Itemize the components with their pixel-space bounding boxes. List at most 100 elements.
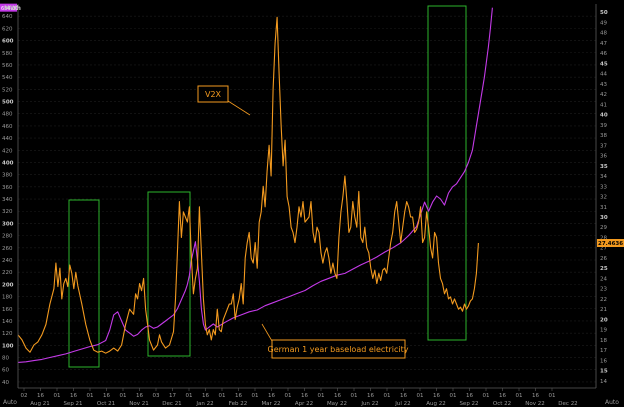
right-tick-label: 29 xyxy=(600,225,607,231)
left-tick-label: 480 xyxy=(2,112,13,118)
x-month-label: May 22 xyxy=(327,401,347,407)
v2x-value-tag xyxy=(597,239,624,248)
right-tick-label: 35 xyxy=(600,164,608,170)
right-tick-label: 46 xyxy=(600,51,607,57)
left-tick-label: 500 xyxy=(2,100,14,106)
highlight-box xyxy=(68,199,100,368)
x-day-tick-label: 16 xyxy=(433,393,440,399)
german-power-value-tag xyxy=(0,3,17,12)
x-day-tick-label: 16 xyxy=(235,393,242,399)
left-tick-label: 260 xyxy=(2,246,13,252)
left-tick-label: 520 xyxy=(2,87,13,93)
x-day-tick-label: 01 xyxy=(186,393,193,399)
right-tick-label: 16 xyxy=(600,358,607,364)
x-day-tick-label: 16 xyxy=(103,393,110,399)
right-tick-label: 25 xyxy=(600,266,608,272)
v2x-annotation-pointer xyxy=(227,100,251,116)
left-tick-label: 280 xyxy=(2,234,13,240)
x-day-tick-label: 16 xyxy=(136,393,143,399)
right-tick-label: 18 xyxy=(600,338,607,344)
v2x-annotation-box xyxy=(197,85,229,103)
v2x-annotation-label: V2X xyxy=(205,90,222,99)
x-month-label: Oct 22 xyxy=(493,401,511,407)
right-tick-label: 14 xyxy=(600,379,607,385)
x-day-tick-label: 16 xyxy=(532,393,539,399)
x-day-tick-label: 16 xyxy=(37,393,44,399)
right-tick-label: 40 xyxy=(600,113,608,119)
right-tick-label: 31 xyxy=(600,205,607,211)
left-tick-label: 380 xyxy=(2,173,13,179)
left-tick-label: 140 xyxy=(2,319,13,325)
x-day-tick-label: 16 xyxy=(466,393,473,399)
x-axis: 02 16 01 16 01 16 01 16 03 17 01 16 01 16 01 16 01 16 01 16… xyxy=(18,387,596,407)
x-day-tick-label: 01 xyxy=(450,393,457,399)
last-value-tags: 654.00 27.4636 xyxy=(0,3,624,248)
left-tick-label: 440 xyxy=(2,136,13,142)
x-day-tick-label: 16 xyxy=(268,393,275,399)
right-tick-label: 48 xyxy=(600,31,607,37)
right-tick-label: 41 xyxy=(600,102,607,108)
x-month-label: Oct 21 xyxy=(97,401,115,407)
left-tick-label: 320 xyxy=(2,209,13,215)
x-month-label: Dec 22 xyxy=(558,401,577,407)
left-tick-label: 580 xyxy=(2,51,13,57)
german-power-value-label: 654.00 xyxy=(1,6,19,12)
x-month-label: Feb 22 xyxy=(229,401,248,407)
right-tick-label: 17 xyxy=(600,348,607,354)
german-power-line xyxy=(17,7,493,363)
left-tick-label: 400 xyxy=(2,160,14,166)
x-day-tick-label: 16 xyxy=(202,393,209,399)
x-month-label: Dec 21 xyxy=(162,401,181,407)
left-tick-label: 540 xyxy=(2,75,13,81)
x-day-tick-label: 01 xyxy=(516,393,523,399)
x-day-tick-label: 01 xyxy=(219,393,226,399)
right-axis: 14 15 16 17 18 19 20 21 22 23 24 25 26 27 28 29 30 31 32 33… xyxy=(595,4,608,388)
left-tick-label: 240 xyxy=(2,258,13,264)
auto-left-button[interactable]: Auto xyxy=(3,399,17,406)
right-tick-label: 36 xyxy=(600,154,607,160)
right-tick-label: 37 xyxy=(600,143,607,149)
x-day-tick-label: 16 xyxy=(70,393,77,399)
x-day-tick-label: 03 xyxy=(153,393,160,399)
right-tick-label: 26 xyxy=(600,256,607,262)
x-month-label: Sep 22 xyxy=(459,401,478,407)
right-tick-label: 34 xyxy=(600,174,607,180)
left-tick-label: 360 xyxy=(2,185,13,191)
right-tick-label: 50 xyxy=(600,10,608,16)
left-tick-label: 40 xyxy=(2,380,9,386)
x-day-tick-label: 01 xyxy=(285,393,292,399)
x-month-label: Aug 22 xyxy=(426,401,446,407)
left-axis: 40 60 80 100 120 140 160 180 200 220 240 260 280 300 3… xyxy=(2,4,19,388)
left-tick-label: 60 xyxy=(2,368,9,374)
right-tick-label: 28 xyxy=(600,235,607,241)
gridlines xyxy=(18,15,596,383)
x-month-label: Sep 21 xyxy=(63,401,82,407)
x-day-tick-label: 01 xyxy=(384,393,391,399)
left-tick-label: 620 xyxy=(2,26,13,32)
x-month-label: Jul 22 xyxy=(394,401,410,407)
x-day-tick-label: 01 xyxy=(54,393,61,399)
x-month-label: Nov 21 xyxy=(129,401,148,407)
x-day-tick-label: 01 xyxy=(318,393,325,399)
v2x-value-label: 27.4636 xyxy=(598,241,623,247)
x-day-tick-label: 01 xyxy=(549,393,556,399)
power-annotation-box xyxy=(271,339,406,359)
left-tick-label: 80 xyxy=(2,356,9,362)
x-day-tick-label: 16 xyxy=(334,393,341,399)
left-tick-label: 100 xyxy=(2,343,14,349)
left-axis-unit: MWh xyxy=(4,5,21,12)
left-tick-label: 200 xyxy=(2,282,14,288)
right-tick-label: 38 xyxy=(600,133,607,139)
x-month-label: Jan 22 xyxy=(195,401,213,407)
left-tick-label: 160 xyxy=(2,307,13,313)
left-tick-label: 640 xyxy=(2,14,13,20)
left-tick-label: 220 xyxy=(2,270,13,276)
right-tick-label: 49 xyxy=(600,20,607,26)
left-tick-label: 300 xyxy=(2,221,14,227)
left-tick-label: 460 xyxy=(2,124,13,130)
x-month-label: Aug 21 xyxy=(30,401,50,407)
right-tick-label: 23 xyxy=(600,287,607,293)
auto-right-button[interactable]: Auto xyxy=(605,399,619,406)
